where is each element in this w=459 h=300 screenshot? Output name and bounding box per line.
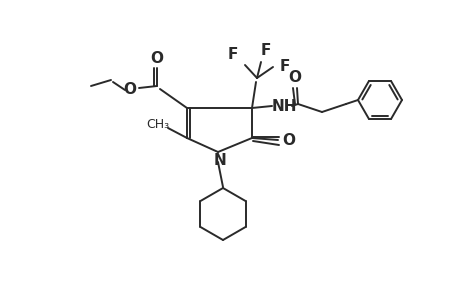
- Text: F: F: [227, 46, 238, 62]
- Text: N: N: [213, 152, 226, 167]
- Text: O: O: [288, 70, 301, 85]
- Text: F: F: [260, 43, 271, 58]
- Text: O: O: [123, 82, 136, 97]
- Text: O: O: [150, 50, 163, 65]
- Text: NH: NH: [271, 98, 296, 113]
- Text: CH₃: CH₃: [146, 118, 169, 130]
- Text: O: O: [282, 133, 295, 148]
- Text: F: F: [279, 58, 290, 74]
